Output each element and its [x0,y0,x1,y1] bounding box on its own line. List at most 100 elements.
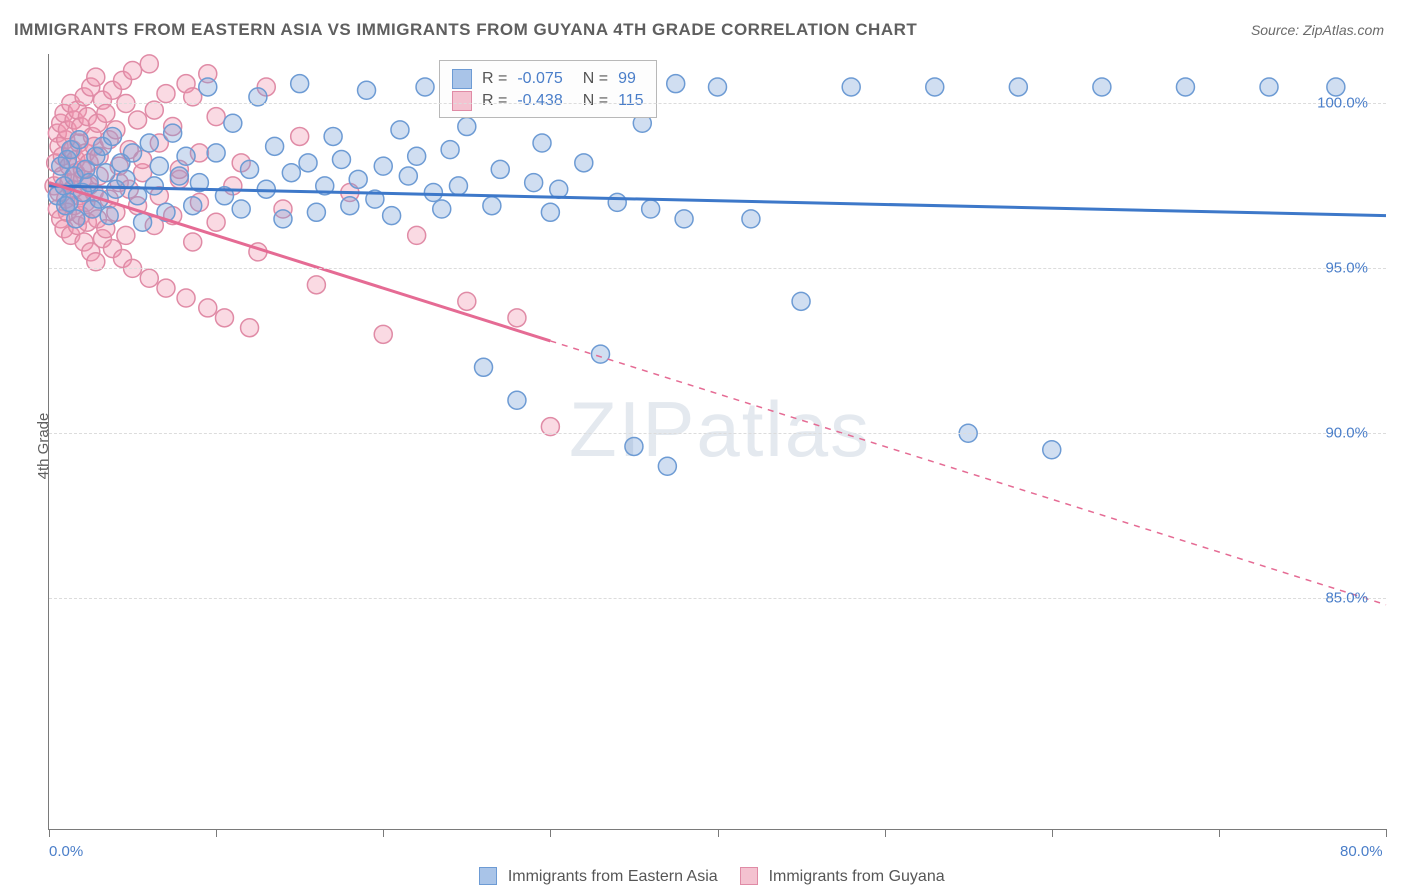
scatter-point [391,121,409,139]
scatter-point [299,154,317,172]
scatter-point [140,269,158,287]
scatter-point [742,210,760,228]
scatter-point [324,127,342,145]
scatter-point [70,131,88,149]
scatter-point [625,437,643,455]
scatter-point [104,127,122,145]
scatter-point [608,193,626,211]
plot-area: ZIPatlas R = -0.075 N = 99 R = -0.438 N … [48,54,1386,830]
scatter-point [449,177,467,195]
scatter-point [177,147,195,165]
legend-r-label-a: R = [482,70,507,88]
scatter-point [416,78,434,96]
scatter-point [215,309,233,327]
y-tick-label: 90.0% [1325,425,1368,442]
x-tick-label: 80.0% [1340,843,1383,860]
scatter-point [458,292,476,310]
legend-n-label-b: N = [583,92,608,110]
scatter-point [67,210,85,228]
scatter-point [508,391,526,409]
scatter-point [97,104,115,122]
scatter-point [926,78,944,96]
scatter-point [458,118,476,136]
gridline [49,103,1386,104]
scatter-point [642,200,660,218]
x-tick [718,829,719,837]
scatter-point [145,177,163,195]
legend-bottom-swatch-a [479,867,497,885]
legend-r-value-b: -0.438 [517,92,562,110]
scatter-point [129,111,147,129]
scatter-point [508,309,526,327]
legend-r-value-a: -0.075 [517,70,562,88]
legend-n-value-a: 99 [618,70,636,88]
scatter-point [399,167,417,185]
scatter-point [1260,78,1278,96]
scatter-point [1093,78,1111,96]
scatter-point [525,174,543,192]
scatter-point [100,207,118,225]
scatter-point [134,213,152,231]
scatter-point [157,279,175,297]
series-legend: Immigrants from Eastern Asia Immigrants … [0,867,1406,886]
scatter-point [1043,441,1061,459]
scatter-point [341,197,359,215]
scatter-point [117,170,135,188]
scatter-point [658,457,676,475]
scatter-point [383,207,401,225]
scatter-point [199,78,217,96]
source-label: Source: ZipAtlas.com [1251,22,1384,38]
scatter-point [374,325,392,343]
scatter-point [349,170,367,188]
x-tick [885,829,886,837]
legend-bottom-label-a: Immigrants from Eastern Asia [508,868,718,885]
x-tick [550,829,551,837]
scatter-point [124,61,142,79]
scatter-point [475,358,493,376]
scatter-point [483,197,501,215]
x-tick [1219,829,1220,837]
scatter-point [170,167,188,185]
chart-svg [49,54,1386,829]
scatter-point [1327,78,1345,96]
scatter-point [1009,78,1027,96]
scatter-point [592,345,610,363]
scatter-point [224,114,242,132]
y-tick-label: 100.0% [1317,95,1368,112]
gridline [49,433,1386,434]
scatter-point [184,197,202,215]
scatter-point [842,78,860,96]
scatter-point [533,134,551,152]
x-tick [49,829,50,837]
x-tick-label: 0.0% [49,843,83,860]
scatter-point [408,147,426,165]
scatter-point [117,226,135,244]
scatter-point [441,141,459,159]
scatter-point [150,157,168,175]
scatter-point [792,292,810,310]
scatter-point [274,210,292,228]
scatter-point [80,174,98,192]
scatter-point [184,233,202,251]
legend-row-series-b: R = -0.438 N = 115 [452,91,644,111]
scatter-point [164,124,182,142]
scatter-point [266,137,284,155]
scatter-point [667,75,685,93]
scatter-point [424,184,442,202]
scatter-point [358,81,376,99]
scatter-point [491,160,509,178]
scatter-point [282,164,300,182]
correlation-legend: R = -0.075 N = 99 R = -0.438 N = 115 [439,60,657,118]
legend-r-label-b: R = [482,92,507,110]
scatter-point [140,134,158,152]
scatter-point [291,127,309,145]
x-tick [216,829,217,837]
x-tick [383,829,384,837]
scatter-point [207,144,225,162]
x-tick [1386,829,1387,837]
scatter-point [157,85,175,103]
legend-n-label-a: N = [583,70,608,88]
scatter-point [241,319,259,337]
scatter-point [241,160,259,178]
scatter-point [575,154,593,172]
